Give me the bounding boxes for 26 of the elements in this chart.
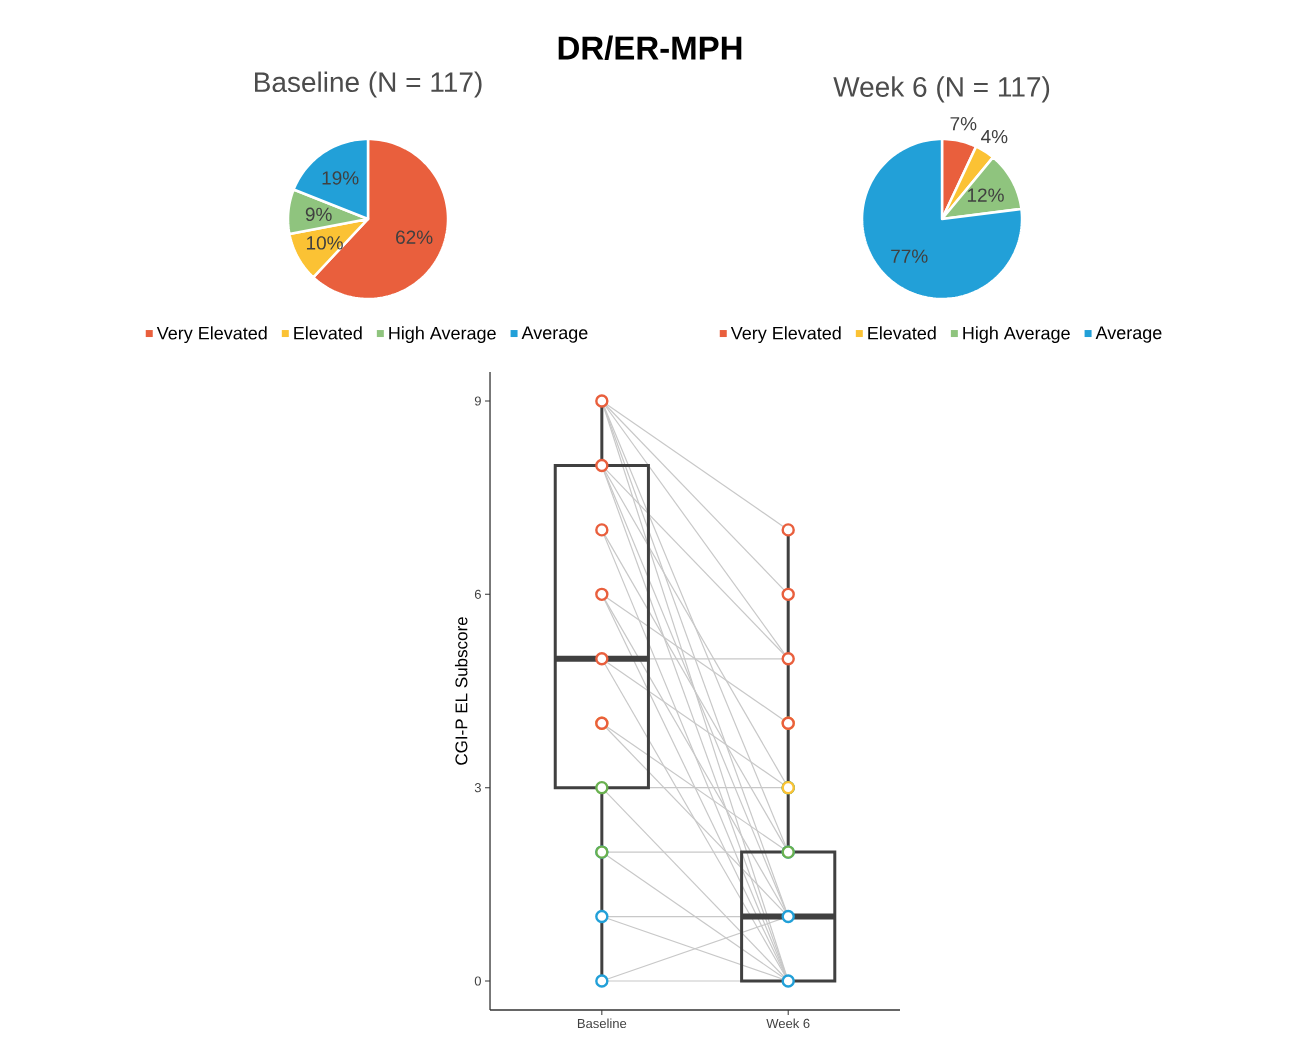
legend-label: Very Elevated (156, 326, 267, 344)
y-axis-title: CGI-P EL Subscore (454, 617, 468, 765)
legend-label: Elevated (294, 326, 362, 340)
legend-label: High Average (389, 326, 496, 344)
legend-label: Very Elevated (730, 326, 841, 344)
y-tick-label: 3 (474, 783, 481, 793)
data-label: 19% (322, 171, 359, 185)
x-tick-label: Week 6 (766, 1018, 810, 1029)
legend-label: High Average (963, 326, 1070, 344)
y-tick-label: 9 (474, 396, 481, 406)
data-label: 77% (891, 249, 928, 263)
y-tick-label: 6 (474, 589, 481, 599)
data-label: 7% (950, 117, 977, 131)
chart-title: Week 6 (N = 117) (833, 76, 1050, 103)
data-label: 12% (967, 188, 1004, 202)
data-label: 4% (981, 129, 1008, 144)
legend-label: Elevated (868, 326, 936, 340)
legend-label: Average (1095, 326, 1162, 343)
chart-title: DR/ER-MPH (558, 35, 742, 61)
data-label: 10% (306, 236, 343, 250)
legend-label: Average (521, 326, 588, 343)
chart-subtitle: Baseline (N = 117) (255, 71, 482, 98)
data-label: 62% (396, 230, 433, 244)
data-label: 9% (305, 207, 332, 222)
x-tick-label: Baseline (577, 1018, 627, 1029)
y-tick-label: 0 (474, 976, 481, 986)
